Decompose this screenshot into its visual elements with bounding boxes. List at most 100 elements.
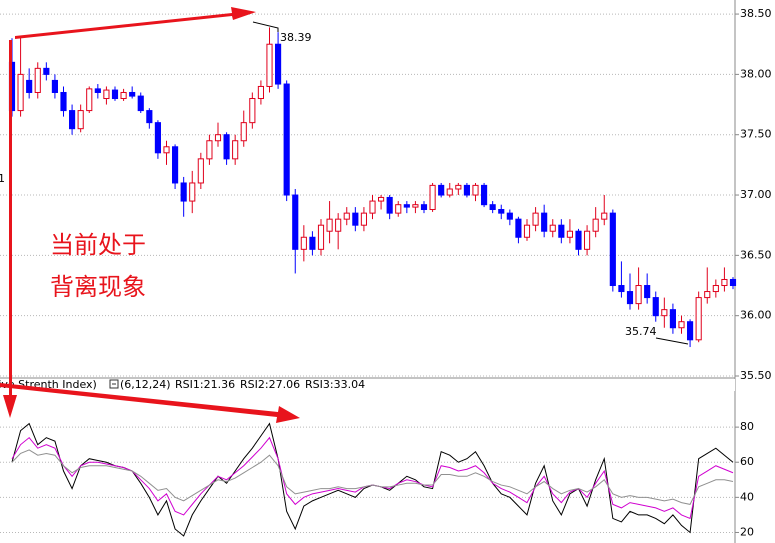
candle-body <box>609 212 616 287</box>
candle-body <box>661 309 668 317</box>
candle-body <box>154 122 161 154</box>
candle-body <box>163 146 170 154</box>
candle-body <box>249 98 256 124</box>
candle-body <box>472 184 479 196</box>
candle-body <box>635 285 642 305</box>
candle-body <box>77 110 84 130</box>
low-pointer <box>655 337 689 345</box>
candle-body <box>378 196 385 202</box>
candle-body <box>111 89 119 100</box>
candle-body <box>729 278 737 287</box>
candle-body <box>532 212 539 226</box>
candle-body <box>326 218 333 232</box>
candle-body <box>523 224 531 238</box>
high-pointer <box>252 21 279 32</box>
y-tick-label: 38.00 <box>740 67 772 80</box>
y-tick-label: 36.50 <box>740 248 772 261</box>
candle-body <box>103 89 110 100</box>
candle-body <box>223 134 230 160</box>
candle-body <box>180 182 187 202</box>
rsi-line <box>11 436 734 520</box>
candle-body <box>240 122 247 142</box>
candle-body <box>343 212 350 220</box>
y-tick-label: 40 <box>740 490 754 503</box>
y-tick-label: 37.00 <box>740 188 772 201</box>
candle-body <box>317 224 325 250</box>
candle-body <box>214 134 222 142</box>
rsi-panel: 20 40 60 80 <box>0 420 754 538</box>
candle-body <box>618 285 625 293</box>
legend-entry: RSI3:33.04 <box>305 378 365 391</box>
candle-body <box>695 297 702 341</box>
candle-body <box>386 196 393 214</box>
rsi-arrow <box>0 383 300 423</box>
edge-label: 1 <box>0 172 5 185</box>
y-tick-label: 20 <box>740 525 754 538</box>
candle-body <box>137 95 144 112</box>
candle-body <box>601 212 608 220</box>
candle-body <box>592 218 599 232</box>
y-tick-label: 37.50 <box>740 128 772 141</box>
candle-body <box>172 146 179 184</box>
candle-body <box>69 110 76 130</box>
candle-body <box>515 218 522 238</box>
candle-body <box>584 230 591 250</box>
candle-body <box>395 204 402 214</box>
candle-body <box>120 91 127 100</box>
candle-body <box>678 321 685 329</box>
candle-body <box>266 43 273 87</box>
y-tick-label: 36.00 <box>740 309 772 322</box>
y-tick-label: 60 <box>740 455 754 468</box>
candle-body <box>704 291 711 299</box>
candle-body <box>129 91 136 97</box>
candle-body <box>455 184 462 190</box>
candle-body <box>189 182 196 202</box>
candle-body <box>369 200 376 214</box>
candle-body <box>300 236 307 250</box>
candle-body <box>335 218 342 232</box>
candle-body <box>463 184 470 196</box>
candle-body <box>232 140 239 160</box>
rsi-line <box>11 449 734 505</box>
candle-body <box>669 309 676 329</box>
candle-body <box>292 194 299 250</box>
collapse-icon[interactable] <box>109 379 119 389</box>
y-tick-label: 35.50 <box>740 369 772 382</box>
candle-body <box>549 224 556 232</box>
legend-entry: RSI2:27.06 <box>240 378 300 391</box>
candle-body <box>481 184 488 206</box>
candle-body <box>429 184 436 211</box>
candle-body <box>51 79 58 93</box>
y-tick-label: 38.50 <box>740 7 772 20</box>
candle-body <box>498 209 505 214</box>
rsi-header-bg <box>0 379 735 391</box>
candle-body <box>17 73 24 112</box>
candle-body <box>146 110 153 124</box>
candle-body <box>566 230 573 238</box>
candle-body <box>412 204 419 208</box>
candle-body <box>652 297 659 317</box>
price-panel: 35.50 36.00 36.50 37.00 37.50 38.00 38.50 <box>0 7 772 382</box>
candle-body <box>644 285 651 299</box>
candle-body <box>197 158 204 184</box>
candle-body <box>275 43 282 85</box>
candle-body <box>626 291 634 305</box>
candle-body <box>687 321 694 341</box>
candle-body <box>489 204 496 211</box>
candle-body <box>360 212 367 226</box>
candle-body <box>575 230 582 250</box>
candle-body <box>94 88 101 93</box>
candle-body <box>721 278 728 287</box>
candle-body <box>420 204 428 211</box>
annotation-text: 当前处于 <box>50 231 146 259</box>
down-arrow <box>3 40 17 418</box>
candle-body <box>43 67 50 75</box>
price-arrow <box>15 7 256 39</box>
candle-body <box>309 236 316 250</box>
candle-body <box>352 212 359 226</box>
high-label: 38.39 <box>280 31 312 44</box>
candle-body <box>60 91 67 112</box>
candle-body <box>257 85 264 100</box>
